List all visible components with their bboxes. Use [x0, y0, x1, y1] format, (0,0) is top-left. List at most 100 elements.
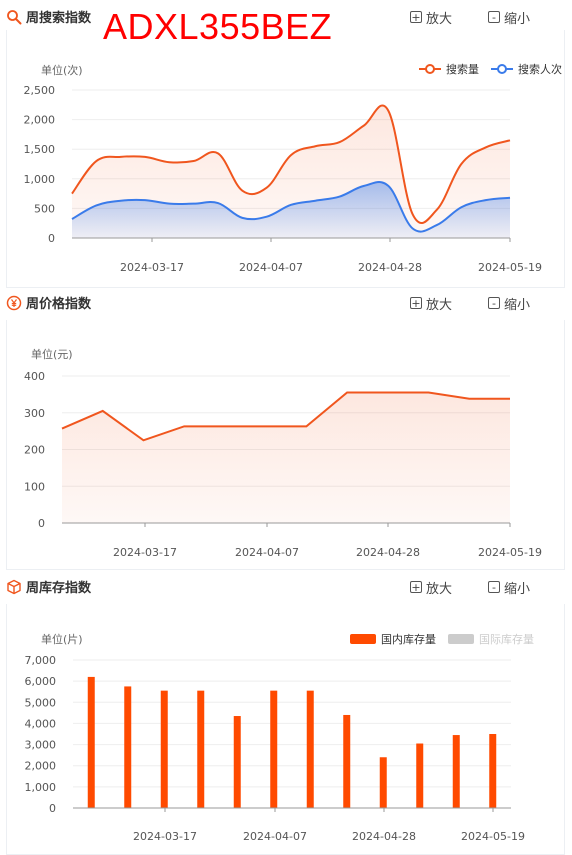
y-tick-label: 300: [24, 407, 45, 420]
zoom-out-button[interactable]: - 缩小: [488, 578, 531, 597]
inventory-bar: [306, 690, 314, 808]
zoom-in-button[interactable]: + 放大: [410, 294, 453, 313]
zoom-out-label: 缩小: [504, 297, 531, 313]
zoom-in-label: 放大: [426, 581, 453, 597]
x-tick-label: 2024-04-07: [235, 546, 299, 559]
plus-icon: +: [410, 297, 422, 310]
section-title: 周价格指数: [26, 297, 92, 312]
zoom-out-button[interactable]: - 缩小: [488, 294, 531, 313]
zoom-in-label: 放大: [426, 297, 453, 313]
x-tick-label: 2024-05-19: [478, 261, 542, 274]
inventory-bar: [343, 714, 351, 808]
x-tick-label: 2024-04-28: [352, 830, 416, 843]
search-index-header: 周搜索指数 + 放大 - 缩小: [0, 4, 572, 30]
x-tick-label: 2024-03-17: [120, 261, 184, 274]
legend-swatch: [491, 64, 513, 74]
chart-legend: 国内库存量 国际库存量: [338, 631, 534, 647]
unit-label: 单位(片): [41, 633, 83, 646]
x-tick-label: 2024-04-28: [356, 546, 420, 559]
price-index-chart: 0 100 200 300 400 2024-03-17 2024-04-07 2024-04…: [24, 370, 542, 559]
inventory-bar: [489, 734, 497, 808]
legend-swatch: [448, 634, 474, 644]
y-tick-label: 200: [24, 444, 45, 457]
y-tick-label: 0: [38, 517, 45, 530]
y-tick-label: 3,000: [25, 739, 57, 752]
y-tick-label: 2,000: [25, 760, 57, 773]
x-tick-label: 2024-04-07: [243, 830, 307, 843]
y-tick-label: 0: [48, 232, 55, 245]
legend-item-domestic-stock[interactable]: 国内库存量: [350, 631, 436, 647]
y-tick-label: 5,000: [25, 696, 57, 709]
plus-icon: +: [410, 11, 422, 24]
part-number-overlay: ADXL355BEZ: [103, 6, 333, 47]
x-tick-label: 2024-03-17: [113, 546, 177, 559]
search-icon: [7, 10, 22, 25]
box-icon: [7, 579, 21, 595]
y-tick-label: 2,500: [24, 84, 56, 97]
y-tick-label: 0: [49, 802, 56, 815]
y-tick-label: 100: [24, 480, 45, 493]
unit-label: 单位(次): [41, 64, 83, 77]
x-tick-label: 2024-04-28: [358, 261, 422, 274]
legend-item-search-volume[interactable]: 搜索量: [419, 61, 479, 77]
zoom-in-label: 放大: [426, 11, 453, 27]
inventory-bar: [87, 676, 95, 808]
x-tick-label: 2024-05-19: [461, 830, 525, 843]
inventory-bar: [379, 757, 387, 808]
price-index-header: 周价格指数 + 放大 - 缩小: [0, 290, 572, 316]
y-tick-label: 7,000: [25, 654, 57, 667]
search-visitors-line: [71, 181, 511, 233]
inventory-bar: [124, 686, 132, 808]
inventory-bar: [416, 743, 424, 808]
price-index-section: 周价格指数 + 放大 - 缩小 单位(元) 0 100 200 300 400 2024-…: [0, 290, 572, 575]
y-tick-label: 6,000: [25, 675, 57, 688]
legend-label: 搜索人次: [518, 63, 562, 76]
y-tick-label: 2,000: [24, 114, 56, 127]
section-title: 周库存指数: [26, 581, 92, 596]
zoom-out-button[interactable]: - 缩小: [488, 8, 531, 27]
y-tick-label: 500: [34, 202, 55, 215]
legend-label: 国内库存量: [381, 633, 436, 646]
inventory-index-header: 周库存指数 + 放大 - 缩小: [0, 574, 572, 600]
minus-icon: -: [488, 581, 500, 593]
zoom-out-label: 缩小: [504, 11, 531, 27]
x-tick-label: 2024-05-19: [478, 546, 542, 559]
price-area: [62, 392, 510, 523]
legend-label: 国际库存量: [479, 633, 534, 646]
inventory-index-section: 周库存指数 + 放大 - 缩小 单位(片) 国内库存量 国际库存量 0 1,000…: [0, 574, 572, 855]
inventory-bar: [160, 690, 168, 808]
x-tick-label: 2024-03-17: [133, 830, 197, 843]
inventory-bar: [452, 735, 460, 808]
inventory-bar: [197, 690, 205, 808]
search-volume-line: [71, 104, 511, 225]
legend-label: 搜索量: [446, 63, 479, 76]
price-line: [61, 391, 510, 442]
inventory-bar: [270, 690, 278, 808]
legend-item-international-stock[interactable]: 国际库存量: [448, 631, 534, 647]
price-index-panel: 单位(元): [6, 320, 565, 570]
y-tick-label: 400: [24, 370, 45, 383]
search-index-panel: 单位(次) 搜索量 搜索人次: [6, 30, 565, 288]
minus-icon: -: [488, 297, 500, 309]
inventory-bar: [233, 716, 241, 808]
search-visitors-area: [72, 182, 510, 238]
x-tick-label: 2024-04-07: [239, 261, 303, 274]
zoom-out-label: 缩小: [504, 581, 531, 597]
chart-legend: 搜索量 搜索人次: [407, 61, 562, 77]
legend-item-search-visitors[interactable]: 搜索人次: [491, 61, 562, 77]
y-tick-label: 1,500: [24, 143, 56, 156]
zoom-in-button[interactable]: + 放大: [410, 578, 453, 597]
y-tick-label: 1,000: [24, 173, 56, 186]
unit-label: 单位(元): [31, 348, 73, 361]
search-index-section: 周搜索指数 + 放大 - 缩小 单位(次) 搜索量: [0, 4, 572, 294]
plus-icon: +: [410, 581, 422, 594]
y-tick-label: 4,000: [25, 717, 57, 730]
y-tick-label: 1,000: [25, 781, 57, 794]
section-title: 周搜索指数: [26, 11, 92, 26]
legend-swatch: [350, 634, 376, 644]
minus-icon: -: [488, 11, 500, 23]
inventory-index-chart: 0 1,000 2,000 3,000 4,000 5,000 6,000 7,000 2024…: [25, 654, 525, 843]
zoom-in-button[interactable]: + 放大: [410, 8, 453, 27]
yuan-icon: [6, 295, 22, 311]
legend-swatch: [419, 64, 441, 74]
